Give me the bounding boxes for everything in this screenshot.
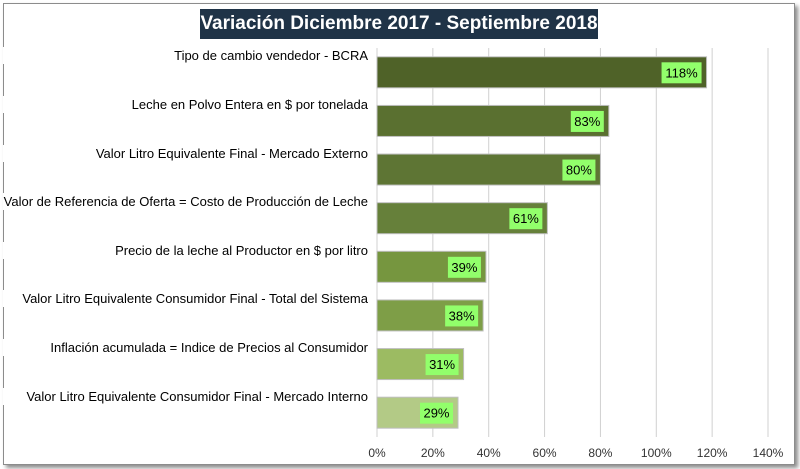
x-tick-label: 80% bbox=[588, 446, 612, 460]
category-label: Leche en Polvo Entera en $ por tonelada bbox=[3, 95, 368, 113]
data-label: 29% bbox=[423, 406, 449, 421]
data-label: 38% bbox=[449, 308, 475, 323]
category-label: Valor de Referencia de Oferta = Costo de… bbox=[3, 193, 368, 211]
x-tick-label: 60% bbox=[533, 446, 557, 460]
data-label: 83% bbox=[574, 114, 600, 129]
data-label: 39% bbox=[451, 260, 477, 275]
data-label: 80% bbox=[566, 163, 592, 178]
data-label-box bbox=[425, 354, 459, 376]
category-label: Inflación acumulada = Indice de Precios … bbox=[3, 339, 368, 357]
chart-title: Variación Diciembre 2017 - Septiembre 20… bbox=[200, 9, 598, 39]
x-tick-label: 100% bbox=[641, 446, 672, 460]
bar bbox=[376, 56, 708, 89]
data-label-box bbox=[509, 208, 543, 230]
x-tick-label: 20% bbox=[421, 446, 445, 460]
data-label: 61% bbox=[513, 211, 539, 226]
x-tick-label: 40% bbox=[477, 446, 501, 460]
x-tick-label: 0% bbox=[368, 446, 386, 460]
category-label: Valor Litro Equivalente Consumidor Final… bbox=[3, 387, 368, 405]
data-label-box bbox=[661, 62, 702, 84]
data-label-box bbox=[570, 110, 604, 132]
x-tick-label: 120% bbox=[697, 446, 728, 460]
bar bbox=[376, 104, 610, 137]
category-label: Tipo de cambio vendedor - BCRA bbox=[3, 47, 368, 65]
data-label: 31% bbox=[429, 357, 455, 372]
data-label-box bbox=[447, 256, 481, 278]
x-tick-label: 140% bbox=[753, 446, 784, 460]
category-label: Valor Litro Equivalente Consumidor Final… bbox=[3, 290, 368, 308]
data-label-box bbox=[419, 402, 453, 424]
data-label: 118% bbox=[665, 65, 698, 80]
data-label-box bbox=[445, 305, 479, 327]
data-label-box bbox=[562, 159, 596, 181]
category-label: Valor Litro Equivalente Final - Mercado … bbox=[3, 144, 368, 162]
category-label: Precio de la leche al Productor en $ por… bbox=[3, 241, 368, 259]
